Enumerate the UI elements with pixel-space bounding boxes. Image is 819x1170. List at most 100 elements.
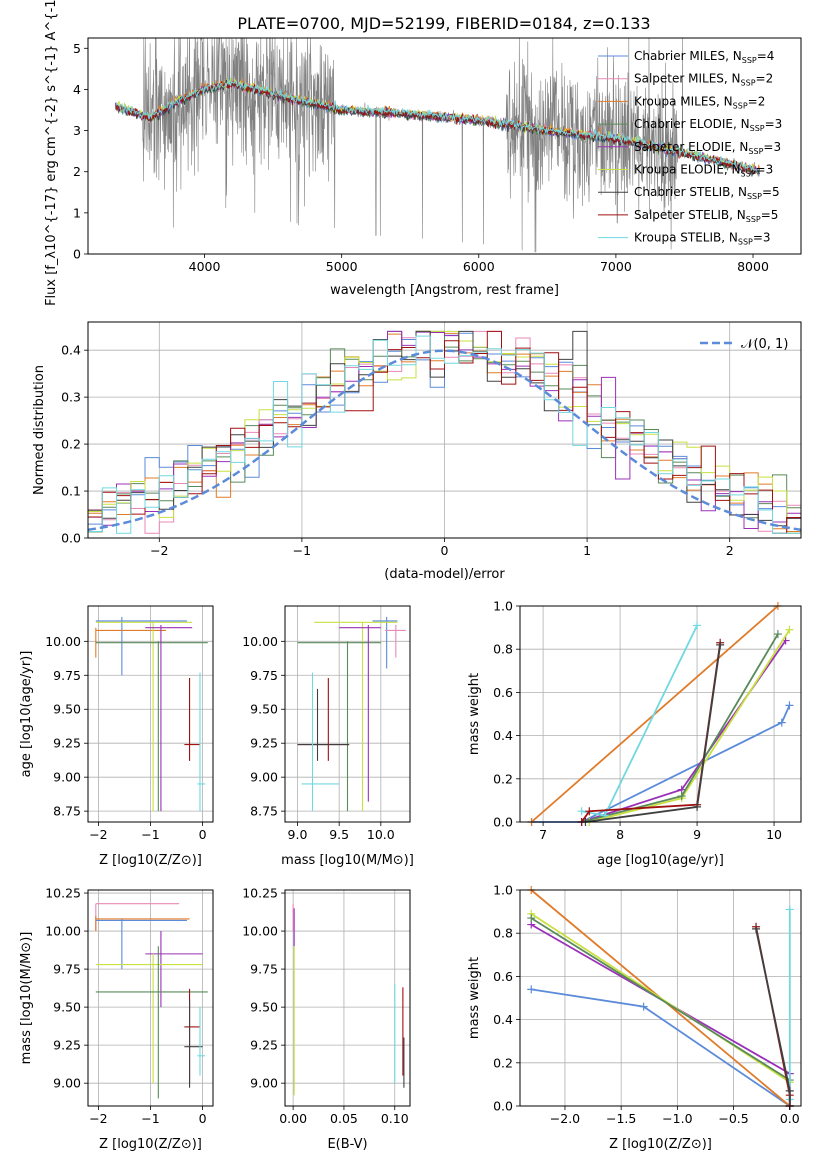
y-tick-label: 0.4 <box>493 1012 513 1027</box>
y-tick-label: 0.4 <box>493 728 513 743</box>
x-tick-label: −2 <box>89 827 107 842</box>
series-marker <box>777 718 786 727</box>
histogram-step-line <box>87 330 801 538</box>
x-tick-label: 8 <box>616 827 624 842</box>
y-tick-label: 9.00 <box>250 770 278 785</box>
x-tick-label: 0.00 <box>279 1111 307 1126</box>
y-tick-label: 9.75 <box>53 668 81 683</box>
x-tick-label: 9.5 <box>329 827 349 842</box>
y-tick-label: 8.75 <box>53 804 81 819</box>
series-marker <box>785 701 794 710</box>
y-tick-label: 9.50 <box>53 702 81 717</box>
x-tick-label: 7 <box>539 827 547 842</box>
y-tick-label: 1 <box>73 205 81 220</box>
series-marker <box>773 630 782 639</box>
legend-entry: Kroupa MILES, NSSP=2 <box>634 94 765 110</box>
axes-frame <box>519 605 802 823</box>
x-tick-label: 10.0 <box>367 827 395 842</box>
x-tick-label: −1.5 <box>606 1111 636 1126</box>
plot-area-mass_weight_vs_age <box>527 602 794 826</box>
legend-entry: Salpeter STELIB, NSSP=5 <box>634 208 778 224</box>
series-line <box>581 625 698 817</box>
spectrum-legend: Chabrier MILES, NSSP=4 Salpeter MILES, NS… <box>598 49 782 247</box>
series-marker <box>716 640 725 649</box>
series-marker <box>639 1002 648 1011</box>
x-axis-label: E(B-V) <box>327 1137 367 1152</box>
legend-entry: Salpeter MILES, NSSP=2 <box>634 72 773 88</box>
x-tick-label: 0.05 <box>330 1111 358 1126</box>
chart-age_vs_Z: −2 −1 0 8.75 9.00 9.25 9.50 9.75 10.00 Z [log10(Z… <box>19 605 214 868</box>
y-tick-label: 9.25 <box>53 1038 81 1053</box>
figure-title: PLATE=0700, MJD=52199, FIBERID=0184, z=0… <box>237 14 650 33</box>
y-tick-label: 0.6 <box>493 685 513 700</box>
y-tick-label: 0.8 <box>493 642 513 657</box>
x-axis-label: age [log10(age/yr)] <box>597 853 724 868</box>
y-tick-label: 0.0 <box>61 531 81 546</box>
y-tick-label: 10.00 <box>45 634 81 649</box>
x-tick-label: 4000 <box>189 259 221 274</box>
plot-area-mass_weight_vs_Z <box>527 886 794 1110</box>
series-line <box>530 913 791 1083</box>
axes-frame <box>284 605 411 823</box>
y-tick-label: 9.00 <box>53 1076 81 1091</box>
y-tick-label: 9.75 <box>250 962 278 977</box>
chart-spectrum: 4000 5000 6000 7000 8000 0 1 2 3 4 5 wavelength [An… <box>44 0 802 306</box>
x-tick-label: 0 <box>199 1111 207 1126</box>
x-tick-label: −2.0 <box>550 1111 580 1126</box>
y-tick-label: 10.25 <box>45 886 81 901</box>
x-tick-label: −0.5 <box>718 1111 748 1126</box>
y-tick-label: 5 <box>73 41 81 56</box>
y-tick-label: 9.50 <box>250 702 278 717</box>
legend-entry: Salpeter ELODIE, NSSP=3 <box>634 140 781 156</box>
x-tick-label: −2 <box>89 1111 107 1126</box>
chart-mass_weight_vs_age: 7 8 9 10 0.0 0.2 0.4 0.6 0.8 1.0 age [log10(age/yr… <box>467 599 802 868</box>
x-tick-label: 9.0 <box>288 827 308 842</box>
legend-entry: Kroupa STELIB, NSSP=3 <box>634 231 771 247</box>
x-tick-label: −1 <box>293 543 311 558</box>
y-tick-label: 0.1 <box>61 484 81 499</box>
plot-area-spectrum <box>114 37 761 253</box>
series-marker <box>785 625 794 634</box>
x-tick-label: 0.10 <box>381 1111 409 1126</box>
x-tick-label: 0 <box>199 827 207 842</box>
legend-entry: Chabrier STELIB, NSSP=5 <box>634 185 780 201</box>
x-tick-label: −1 <box>141 1111 159 1126</box>
y-tick-label: 9.75 <box>53 962 81 977</box>
series-marker <box>785 905 794 914</box>
series-marker <box>585 807 594 816</box>
x-axis-label: Z [log10(Z/Z⊙)] <box>99 853 202 868</box>
y-tick-label: 10.00 <box>242 924 278 939</box>
y-tick-label: 9.50 <box>250 1000 278 1015</box>
plot-area-age_vs_Z <box>95 616 208 812</box>
x-tick-label: 0.0 <box>780 1111 800 1126</box>
series-marker <box>600 811 609 820</box>
y-tick-label: 10.00 <box>45 924 81 939</box>
series-marker <box>693 802 702 811</box>
y-tick-label: 0.3 <box>61 390 81 405</box>
legend-entry: 𝒩(0, 1) <box>741 337 788 352</box>
chart-mass_vs_ebv: 0.00 0.05 0.10 9.00 9.25 9.50 9.75 10.00 10.25 E(… <box>242 886 411 1152</box>
y-tick-label: 4 <box>73 82 81 97</box>
y-tick-label: 10.25 <box>242 886 278 901</box>
x-axis-label: Z [log10(Z/Z⊙)] <box>609 1137 712 1152</box>
y-axis-label: Flux [f_λ10^{-17} erg cm^{-2} s^{-1} A^{… <box>44 0 59 306</box>
series-line <box>585 644 722 823</box>
x-axis-label: (data-model)/error <box>384 567 505 582</box>
y-axis-label: mass weight <box>467 673 482 755</box>
series-marker <box>527 985 536 994</box>
legend-entry: Kroupa ELODIE, NSSP=3 <box>634 163 773 179</box>
plot-area-age_vs_mass <box>297 616 406 812</box>
y-tick-label: 0.2 <box>493 1055 513 1070</box>
y-axis-label: age [log10(age/yr)] <box>19 651 34 778</box>
y-tick-label: 9.25 <box>250 736 278 751</box>
legend-entry: Chabrier ELODIE, NSSP=3 <box>634 117 782 133</box>
y-tick-label: 0.8 <box>493 926 513 941</box>
y-tick-label: 8.75 <box>250 804 278 819</box>
x-axis-label: wavelength [Angstrom, rest frame] <box>330 283 559 298</box>
x-tick-label: 9 <box>693 827 701 842</box>
y-tick-label: 10.00 <box>242 634 278 649</box>
series-marker <box>752 924 761 933</box>
x-tick-label: 10 <box>766 827 782 842</box>
y-tick-label: 9.25 <box>53 736 81 751</box>
